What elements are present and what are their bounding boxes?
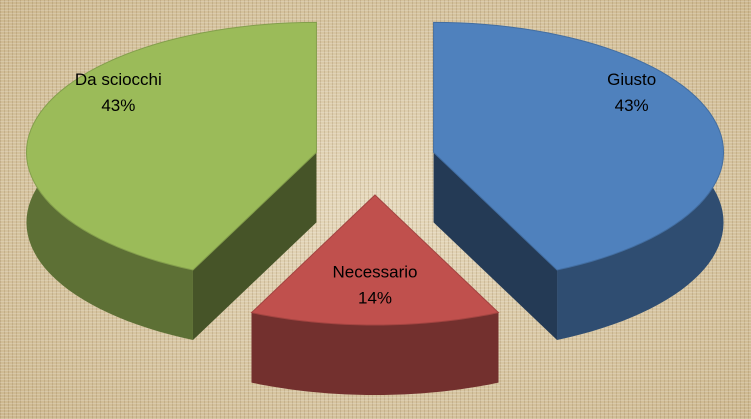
pie-slice <box>433 21 725 271</box>
slice-label: Giusto <box>607 70 656 89</box>
slice-label: Da sciocchi <box>75 70 162 89</box>
slice-label: Necessario <box>332 262 417 281</box>
slice-side-wall <box>433 152 558 340</box>
slice-value-label: 14% <box>358 288 392 307</box>
slice-side-wall <box>192 152 317 340</box>
pie-slice <box>250 194 500 326</box>
slice-value-label: 43% <box>101 96 135 115</box>
slice-outer-wall <box>251 312 499 395</box>
pie-slice <box>25 21 317 271</box>
slice-value-label: 43% <box>615 96 649 115</box>
